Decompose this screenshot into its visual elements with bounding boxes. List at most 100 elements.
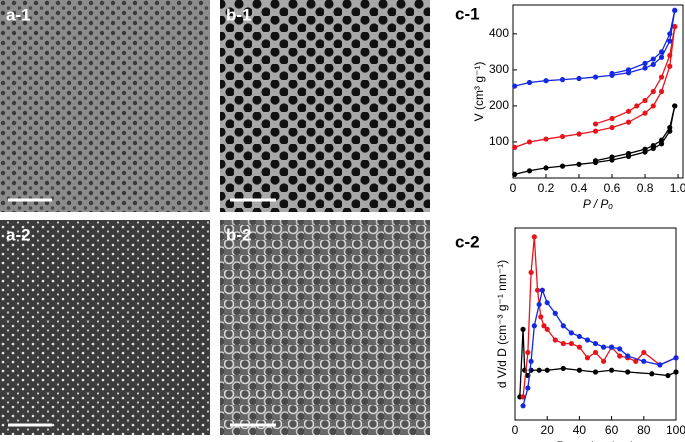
marker	[657, 362, 663, 368]
marker	[520, 403, 526, 409]
marker	[536, 301, 542, 308]
marker	[667, 52, 673, 59]
marker	[658, 141, 665, 147]
marker	[658, 49, 665, 55]
marker	[584, 355, 591, 361]
marker	[641, 358, 647, 364]
marker	[525, 385, 531, 391]
marker	[512, 83, 518, 89]
series-line	[522, 236, 677, 397]
marker	[672, 7, 678, 14]
x-tick-label: 0.4	[571, 181, 588, 195]
marker	[584, 337, 591, 343]
marker	[650, 61, 656, 68]
x-tick-label: 60	[605, 423, 619, 437]
marker	[559, 133, 566, 140]
marker	[534, 287, 541, 293]
marker	[672, 103, 678, 109]
marker	[531, 323, 537, 329]
marker	[642, 60, 648, 66]
marker	[642, 110, 648, 116]
x-tick-label: 80	[637, 423, 651, 437]
marker	[541, 323, 547, 329]
marker	[672, 24, 678, 30]
marker	[526, 139, 533, 145]
marker	[592, 349, 599, 356]
marker	[650, 88, 656, 95]
marker	[641, 349, 647, 356]
marker	[625, 353, 631, 359]
series-line	[522, 288, 677, 406]
marker	[642, 146, 648, 152]
marker	[673, 369, 679, 375]
y-tick-label: 100	[489, 134, 509, 148]
marker	[576, 161, 582, 167]
marker	[649, 371, 655, 377]
x-axis-label: P / Pₒ	[583, 197, 614, 211]
marker	[667, 38, 673, 44]
marker	[526, 168, 533, 174]
marker	[642, 65, 648, 71]
sem-a2	[0, 220, 210, 435]
panel-label: c-2	[455, 232, 480, 251]
x-tick-label: 1.0	[670, 181, 685, 195]
y-axis-label: V (cm³ g⁻¹)	[472, 62, 486, 122]
marker	[658, 54, 665, 60]
marker	[609, 367, 615, 373]
marker	[650, 142, 656, 149]
marker	[543, 136, 549, 142]
y-tick-label: 400	[489, 26, 509, 40]
marker	[576, 333, 583, 340]
marker	[543, 165, 549, 171]
marker	[568, 330, 574, 336]
marker	[592, 121, 599, 127]
marker	[552, 310, 558, 316]
marker	[633, 358, 639, 364]
plot-frame	[512, 4, 684, 179]
marker	[520, 326, 526, 332]
marker	[650, 103, 656, 109]
marker	[667, 31, 673, 37]
marker	[609, 70, 615, 77]
marker	[625, 369, 631, 375]
marker	[526, 79, 533, 86]
x-tick-label: 0	[512, 423, 519, 437]
marker	[576, 367, 583, 373]
y-axis-label: d V/d D (cm⁻³ g⁻¹ nm⁻¹)	[495, 260, 509, 388]
marker	[658, 88, 665, 95]
marker	[592, 158, 599, 164]
series-line	[595, 105, 676, 162]
marker	[528, 269, 534, 276]
x-tick-label: 40	[573, 423, 587, 437]
panel-label: c-1	[455, 4, 480, 23]
x-tick-label: 0.6	[604, 181, 621, 195]
marker	[568, 340, 574, 347]
panel-label: b-2	[226, 225, 252, 244]
marker	[539, 287, 545, 293]
marker	[544, 326, 550, 332]
panel-label: b-1	[226, 5, 252, 24]
marker	[531, 234, 537, 240]
marker	[576, 75, 582, 82]
marker	[512, 144, 518, 150]
marker	[609, 344, 615, 350]
marker	[658, 137, 665, 143]
x-axis-label: Pore size (nm)	[556, 439, 634, 442]
marker	[609, 124, 615, 131]
marker	[667, 124, 673, 131]
marker	[592, 128, 599, 134]
sem-a1	[0, 0, 210, 212]
x-tick-label: 0	[510, 181, 517, 195]
panel-label: a-2	[6, 225, 31, 244]
marker	[609, 154, 615, 160]
marker	[592, 369, 599, 375]
marker	[625, 108, 632, 114]
marker	[560, 365, 566, 372]
marker	[592, 74, 599, 80]
marker	[552, 337, 558, 343]
marker	[609, 115, 615, 122]
marker	[617, 353, 623, 359]
marker	[625, 67, 632, 73]
